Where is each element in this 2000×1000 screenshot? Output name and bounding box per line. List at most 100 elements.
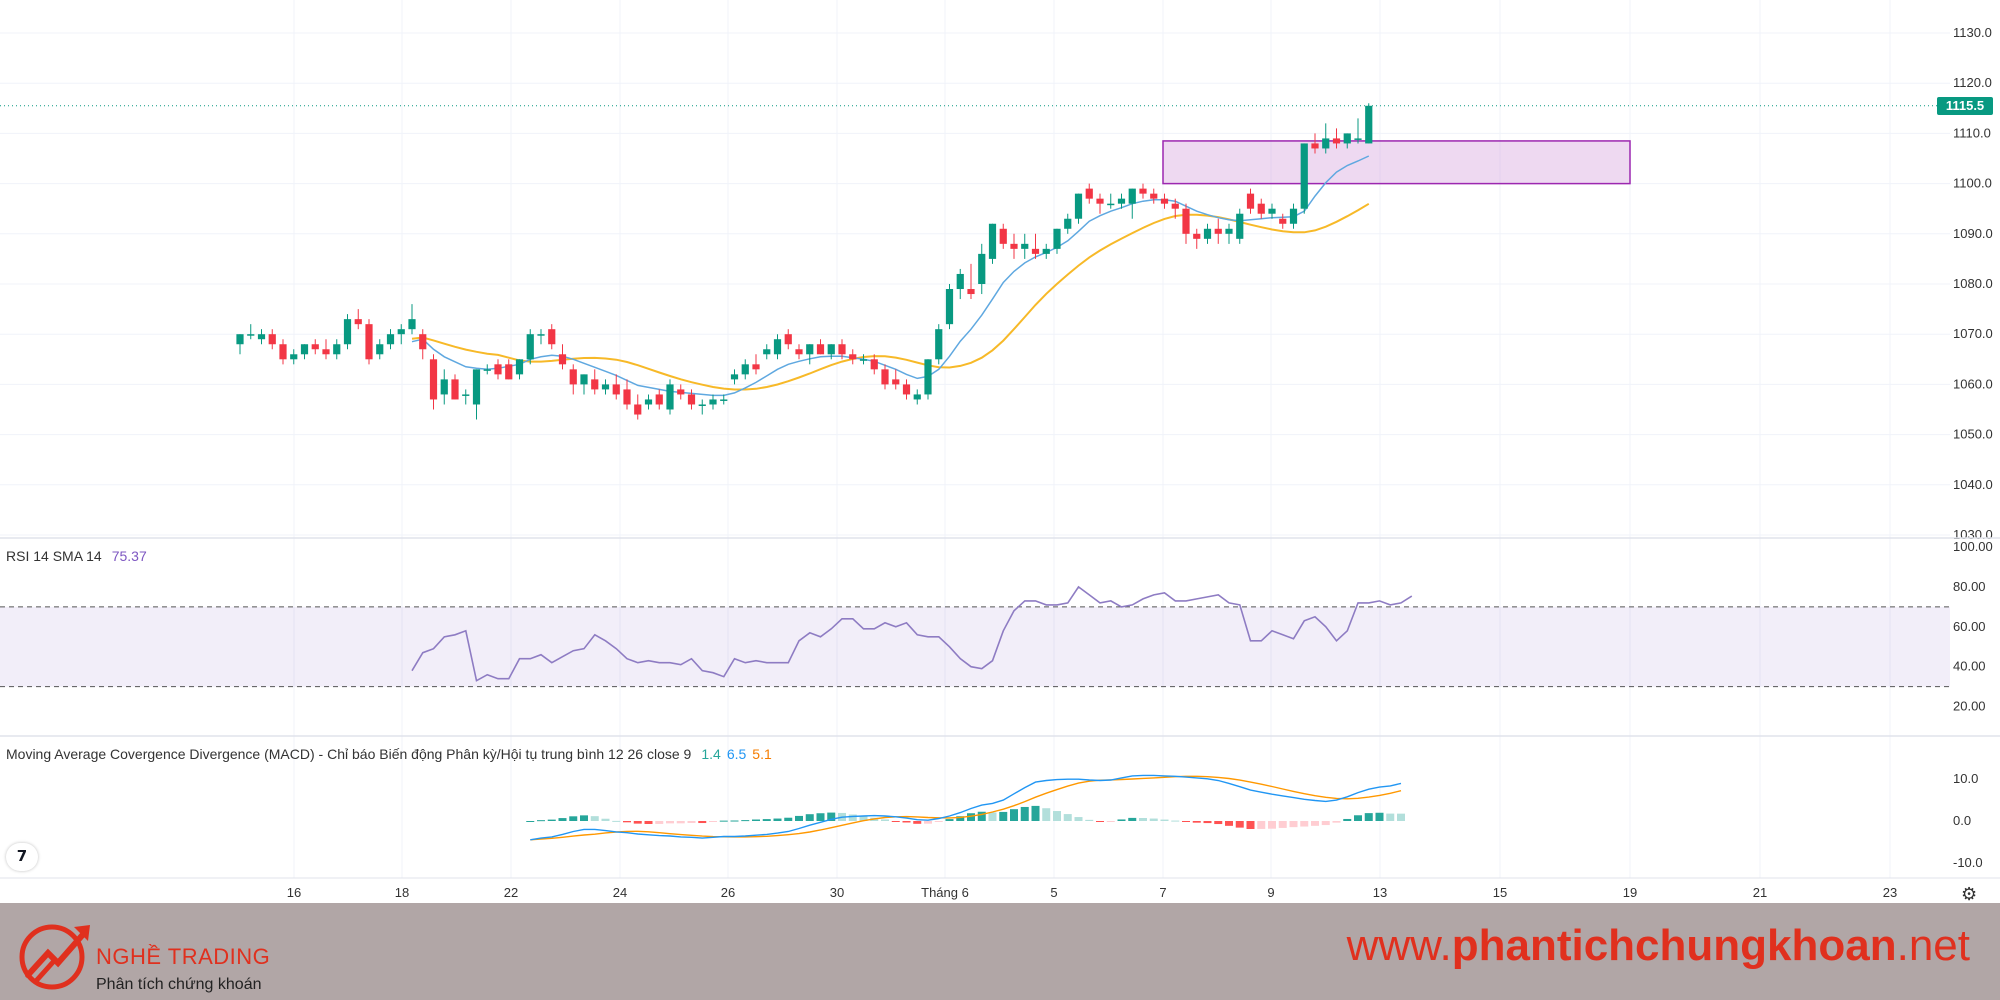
candle-body: [515, 359, 524, 375]
candle-body: [935, 329, 943, 360]
x-tick-label: 24: [613, 885, 627, 900]
candle-body: [1160, 198, 1169, 204]
price-tick-label: 1060.0: [1953, 376, 1993, 391]
candle-body: [1300, 143, 1308, 209]
candle-body: [429, 359, 438, 400]
macd-hist-bar: [1214, 821, 1223, 825]
x-tick-label: 23: [1883, 885, 1897, 900]
candle-body: [999, 228, 1007, 244]
candle-body: [687, 394, 696, 405]
macd-hist-bar: [988, 812, 997, 821]
tradingview-logo[interactable]: 𝟳: [6, 843, 38, 871]
candle-body: [623, 389, 631, 405]
price-tick-label: 1110.0: [1953, 125, 1991, 140]
macd-hist-bar: [956, 816, 965, 821]
resistance-zone: [1162, 140, 1631, 185]
candle-body: [1150, 193, 1158, 199]
candle-body: [279, 344, 287, 360]
candle-body: [1354, 138, 1362, 140]
candle-body: [472, 369, 481, 405]
candle-body: [247, 334, 255, 336]
candle-body: [806, 344, 814, 355]
candle-body: [558, 354, 567, 365]
candle-body: [548, 329, 556, 345]
macd-hist-bar: [569, 816, 578, 821]
macd-hist-bar: [816, 813, 825, 821]
candle-body: [343, 319, 352, 345]
macd-hist-bar: [1278, 821, 1287, 828]
rsi-tick-label: 20.00: [1953, 699, 1986, 714]
candle-body: [978, 253, 986, 284]
rsi-legend-text: RSI 14 SMA 14: [6, 548, 102, 564]
macd-hist-bar: [1203, 821, 1212, 824]
candle-body: [1074, 193, 1083, 219]
macd-hist-bar: [1257, 821, 1266, 829]
x-tick-label: 7: [1159, 885, 1166, 900]
macd-hist-bar: [698, 821, 707, 824]
brand-tagline: Phân tích chứng khoán: [96, 976, 262, 993]
macd-hist-bar: [827, 812, 836, 821]
site-url-prefix: www.: [1346, 921, 1452, 970]
candle-body: [1042, 248, 1050, 254]
candle-body: [376, 344, 384, 355]
macd-hist-bar: [601, 818, 610, 821]
macd-hist-bar: [709, 821, 717, 822]
candle-body: [913, 394, 921, 400]
candle-body: [1365, 105, 1373, 144]
macd-tick-label: 0.0: [1953, 813, 1971, 828]
macd-hist-bar: [580, 815, 588, 821]
price-tick-label: 1120.0: [1953, 75, 1992, 90]
macd-hist-bar: [1053, 811, 1061, 821]
macd-hist-bar: [967, 813, 975, 821]
macd-signal-label: 6.5: [726, 746, 747, 762]
macd-hist-label: 5.1: [752, 746, 772, 762]
macd-hist-bar: [537, 820, 545, 822]
candle-body: [827, 344, 835, 355]
candle-body: [1021, 243, 1029, 249]
footer-banner: NGHỀ TRADING Phân tích chứng khoán www.p…: [0, 903, 2000, 1000]
macd-hist-bar: [1268, 821, 1276, 829]
candle-body: [290, 354, 298, 360]
macd-tick-label: -10.0: [1953, 855, 1983, 870]
candle-body: [967, 289, 975, 295]
rsi-tick-label: 80.00: [1953, 579, 1986, 594]
site-url[interactable]: www.phantichchungkhoan.net: [1347, 921, 1970, 971]
macd-hist-bar: [1311, 821, 1319, 826]
candle-body: [1268, 208, 1276, 214]
candle-body: [1203, 228, 1212, 239]
macd-hist-bar: [999, 811, 1008, 821]
candle-body: [1289, 208, 1298, 224]
x-tick-label: Tháng 6: [921, 885, 969, 900]
gear-icon[interactable]: ⚙: [1961, 884, 1978, 904]
candle-body: [1085, 188, 1093, 199]
macd-hist-bar: [676, 821, 685, 824]
macd-hist-bar: [1386, 813, 1395, 821]
candle-body: [1279, 218, 1287, 224]
candle-body: [634, 404, 642, 415]
macd-value-label: 1.4: [701, 746, 721, 762]
macd-hist-bar: [924, 821, 932, 824]
macd-hist-bar: [1010, 809, 1018, 821]
macd-legend-text: Moving Average Covergence Divergence (MA…: [6, 746, 692, 762]
macd-hist-bar: [558, 818, 567, 821]
candle-body: [988, 223, 997, 259]
macd-hist-bar: [1354, 815, 1362, 821]
macd-hist-bar: [913, 821, 922, 824]
candle-body: [752, 364, 760, 370]
candle-body: [677, 389, 685, 395]
candle-body: [816, 344, 825, 355]
candle-body: [1343, 133, 1351, 144]
candle-body: [483, 369, 491, 371]
site-url-main: phantichchungkhoan: [1451, 921, 1897, 970]
macd-hist-bar: [687, 821, 696, 823]
macd-hist-bar: [666, 821, 674, 824]
macd-hist-bar: [1074, 817, 1083, 821]
macd-hist-bar: [1128, 817, 1137, 821]
macd-hist-bar: [1096, 821, 1104, 822]
macd-hist-bar: [1042, 808, 1051, 821]
chart-canvas: 1130.0 1120.0 1110.0 1100.0 1090.0 1080.0 1070…: [0, 0, 2000, 900]
candle-body: [1053, 228, 1061, 249]
macd-hist-bar: [891, 821, 900, 822]
macd-hist-bar: [795, 815, 803, 821]
candle-body: [236, 334, 244, 345]
